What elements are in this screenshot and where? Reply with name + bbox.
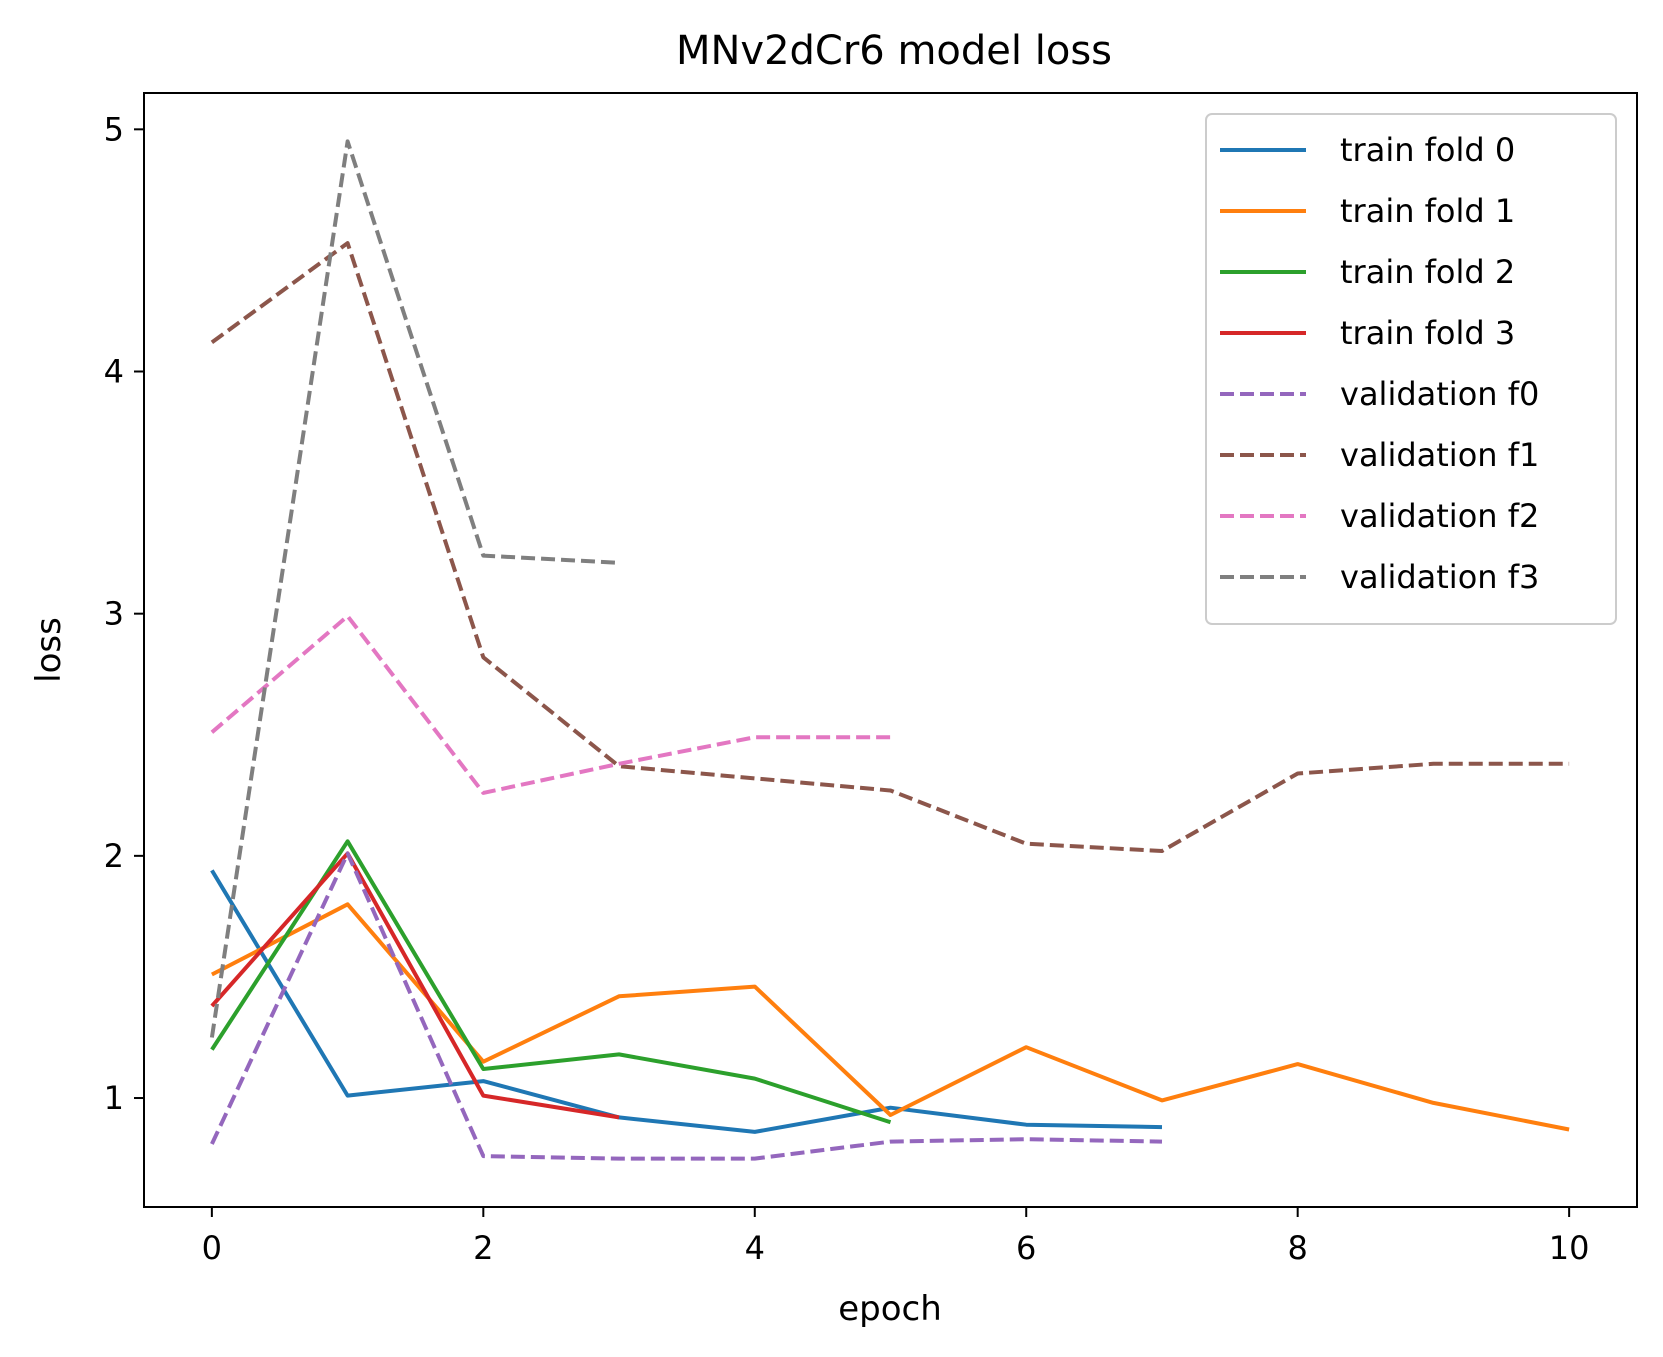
series-line-3 [210, 851, 620, 1120]
plot-lines [209, 139, 1570, 1161]
y-tick-label-4: 5 [104, 110, 124, 148]
legend-label-6: validation f2 [1340, 497, 1539, 535]
y-tick-label-3: 4 [104, 353, 124, 391]
x-tick-label-5: 10 [1549, 1229, 1590, 1267]
plot-frame [143, 92, 1638, 1208]
legend-label-1: train fold 1 [1340, 192, 1515, 230]
y-axis-ticks: 1 2 3 4 5 [104, 110, 144, 1117]
series-line-1 [210, 902, 1570, 1132]
x-axis-label: epoch [838, 1289, 942, 1329]
y-axis-label: loss [29, 617, 69, 683]
legend-label-3: train fold 3 [1340, 314, 1515, 352]
y-tick-label-1: 2 [104, 837, 124, 875]
y-tick-label-2: 3 [104, 595, 124, 633]
legend-label-2: train fold 2 [1340, 253, 1515, 291]
series-line-7 [209, 139, 620, 1038]
legend-box [1205, 113, 1617, 625]
legend-label-0: train fold 0 [1340, 131, 1515, 169]
x-tick-label-1: 2 [473, 1229, 493, 1267]
x-tick-label-3: 6 [1016, 1229, 1036, 1267]
legend-label-4: validation f0 [1340, 375, 1539, 413]
series-line-5 [210, 241, 1570, 853]
series-line-0 [210, 869, 1163, 1134]
x-tick-label-2: 4 [745, 1229, 765, 1267]
x-tick-label-0: 0 [202, 1229, 222, 1267]
series-line-4 [210, 851, 1163, 1161]
x-axis-ticks: 0 2 4 6 8 10 [202, 1207, 1590, 1267]
legend: train fold 0 train fold 1 train fold 2 trai… [1205, 113, 1617, 625]
legend-label-5: validation f1 [1340, 436, 1539, 474]
chart-title: MNv2dCr6 model loss [676, 28, 1112, 74]
series-line-6 [210, 614, 891, 795]
x-tick-label-4: 8 [1288, 1229, 1308, 1267]
series-line-2 [210, 839, 892, 1125]
legend-label-7: validation f3 [1340, 558, 1539, 596]
y-tick-label-0: 1 [104, 1079, 124, 1117]
